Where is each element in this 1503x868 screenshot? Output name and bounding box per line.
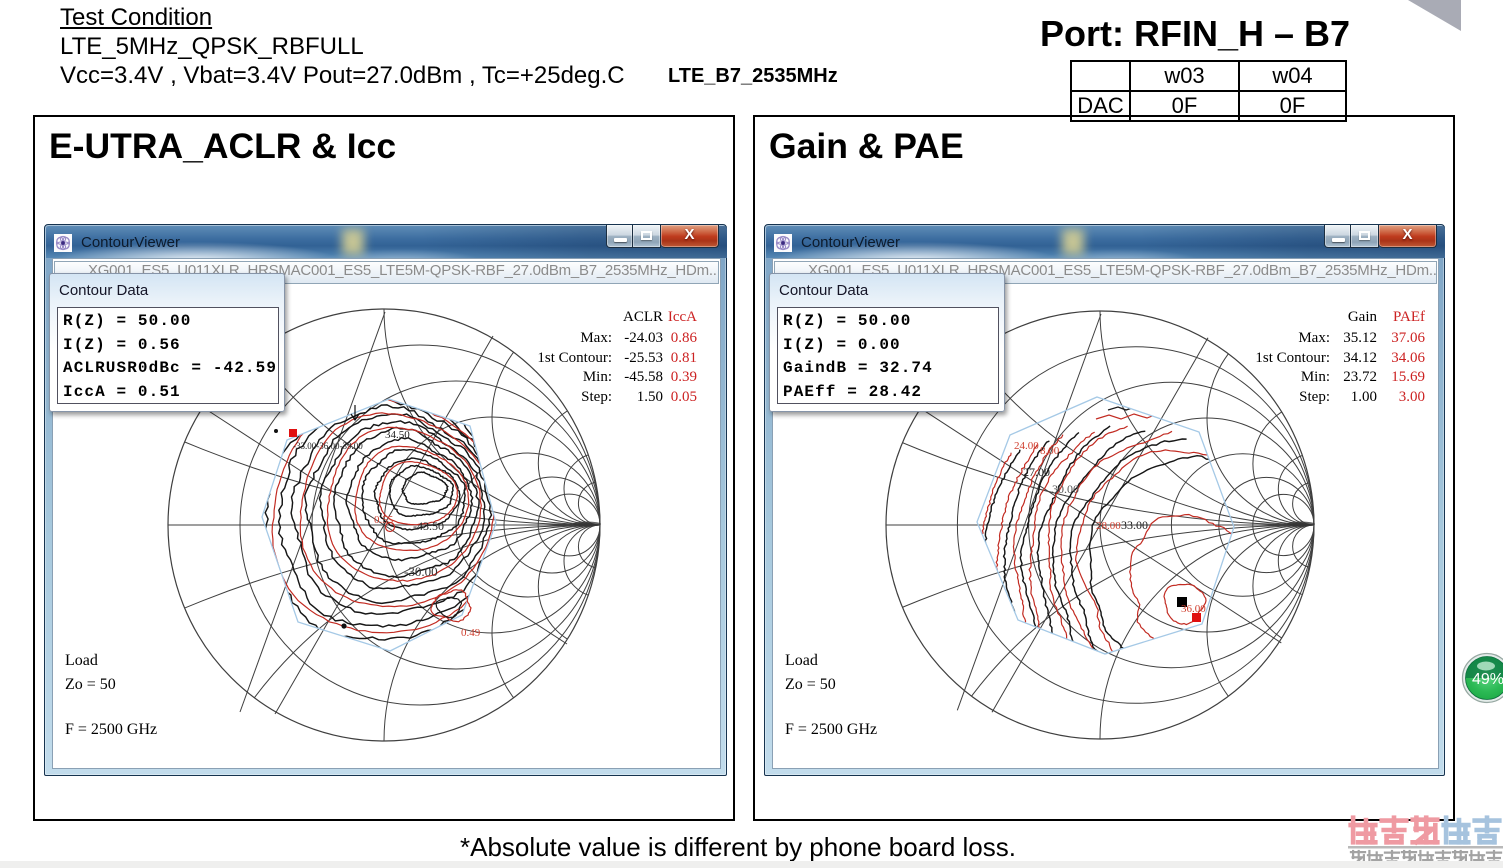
svg-text:-33.00-36.00-39.00: -33.00-36.00-39.00	[293, 441, 363, 451]
svg-text:49%: 49%	[1472, 671, 1503, 688]
svg-text:34.50: 34.50	[385, 429, 410, 441]
svg-text:-30.00: -30.00	[404, 564, 438, 579]
svg-text:33.00: 33.00	[1121, 518, 1148, 532]
svg-text:8.00: 8.00	[1040, 445, 1060, 457]
svg-text:28.00: 28.00	[1096, 520, 1121, 532]
svg-text:0.49: 0.49	[461, 627, 481, 639]
svg-text:24.00: 24.00	[1014, 440, 1039, 452]
svg-text:27.00: 27.00	[1023, 465, 1050, 479]
svg-text:-43.50: -43.50	[413, 519, 444, 533]
svg-text:30.00: 30.00	[1052, 482, 1079, 496]
svg-text:36.00: 36.00	[1181, 603, 1206, 615]
svg-text:0.55: 0.55	[374, 514, 394, 526]
